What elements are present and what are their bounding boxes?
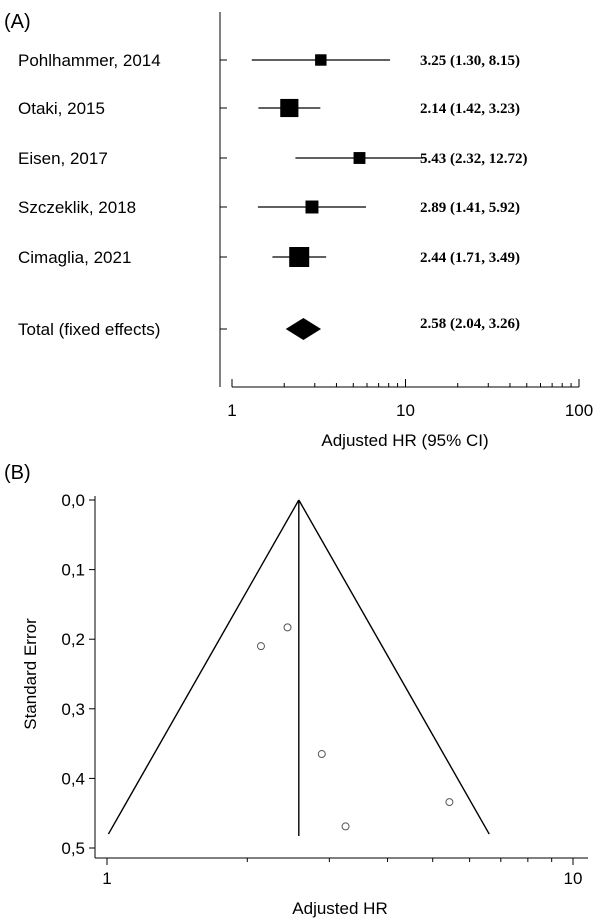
funnel-right-boundary (298, 499, 490, 835)
funnel-x-axis-label: Adjusted HR (292, 899, 387, 918)
study-label: Otaki, 2015 (18, 99, 105, 118)
study-point (256, 642, 265, 651)
forest-x-tick-label: 10 (396, 401, 415, 420)
funnel-left-boundary (107, 499, 300, 835)
effect-estimate-text: 3.25 (1.30, 8.15) (420, 53, 520, 69)
effect-size-square (280, 98, 299, 118)
effect-estimate-text: 2.89 (1.41, 5.92) (420, 200, 520, 216)
funnel-x-tick-label: 10 (564, 869, 583, 888)
effect-size-square (289, 247, 310, 267)
funnel-y-tick-label: 0,5 (61, 839, 85, 858)
panel-b-label: (B) (4, 462, 31, 484)
forest-x-tick-label: 1 (227, 401, 236, 420)
pooled-estimate-diamond (285, 318, 322, 340)
study-point (341, 822, 350, 831)
effect-estimate-text: 2.44 (1.71, 3.49) (420, 250, 520, 266)
funnel-y-tick-label: 0,2 (61, 630, 85, 649)
study-point (445, 798, 454, 807)
study-label: Szczeklik, 2018 (18, 198, 136, 217)
forest-x-tick-label: 100 (565, 401, 593, 420)
study-label: Cimaglia, 2021 (18, 248, 131, 267)
effect-size-square (315, 54, 327, 66)
study-label: Pohlhammer, 2014 (18, 51, 161, 70)
funnel-y-axis-label: Standard Error (21, 618, 40, 730)
funnel-y-tick-label: 0,3 (61, 700, 85, 719)
funnel-y-tick-label: 0,4 (61, 769, 85, 788)
total-estimate-text: 2.58 (2.04, 3.26) (420, 316, 520, 332)
effect-size-square (353, 152, 366, 164)
funnel-y-tick-label: 0,1 (61, 561, 85, 580)
effect-estimate-text: 2.14 (1.42, 3.23) (420, 101, 520, 117)
effect-size-square (305, 200, 319, 214)
forest-x-axis-label: Adjusted HR (95% CI) (321, 431, 488, 450)
panel-a-label: (A) (4, 11, 31, 33)
study-point (317, 750, 326, 759)
effect-estimate-text: 5.43 (2.32, 12.72) (420, 151, 528, 167)
funnel-y-tick-label: 0,0 (61, 491, 85, 510)
study-label: Eisen, 2017 (18, 149, 108, 168)
total-label: Total (fixed effects) (18, 320, 160, 339)
funnel-x-tick-label: 1 (102, 869, 111, 888)
study-point (283, 623, 292, 632)
